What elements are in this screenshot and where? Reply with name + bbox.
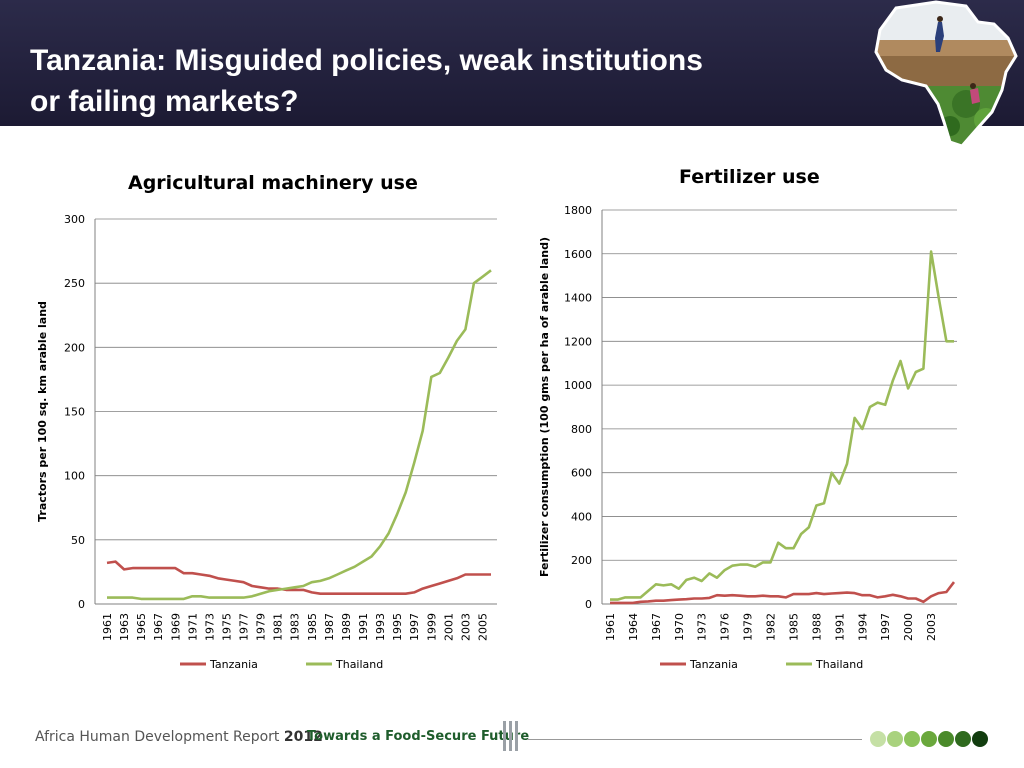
y-tick-label: 100 bbox=[64, 470, 85, 483]
farmer-figure-1 bbox=[935, 22, 944, 52]
x-tick-label: 1985 bbox=[787, 613, 800, 641]
y-tick-label: 1000 bbox=[564, 379, 592, 392]
series-line-tanzania bbox=[106, 560, 491, 596]
x-tick-label: 2005 bbox=[476, 613, 489, 641]
x-tick-label: 1963 bbox=[118, 613, 131, 641]
footer-dot bbox=[887, 731, 903, 747]
y-tick-label: 150 bbox=[64, 406, 85, 419]
y-tick-label: 0 bbox=[585, 598, 592, 611]
footer-dot bbox=[870, 731, 886, 747]
x-tick-label: 1981 bbox=[272, 613, 285, 641]
y-tick-label: 200 bbox=[64, 341, 85, 354]
footer-rule bbox=[527, 739, 862, 740]
slide-title-line-1: Tanzania: Misguided policies, weak insti… bbox=[30, 44, 703, 77]
x-tick-label: 2003 bbox=[925, 613, 938, 641]
x-tick-label: 1991 bbox=[833, 613, 846, 641]
slide-title: Tanzania: Misguided policies, weak insti… bbox=[30, 40, 850, 122]
x-tick-label: 2003 bbox=[459, 613, 472, 641]
x-tick-label: 1994 bbox=[856, 613, 869, 641]
footer-dot bbox=[904, 731, 920, 747]
machinery-chart: 0 50 100 150 200 250 300 1961 1963 1965 1967 1969 19… bbox=[36, 213, 497, 671]
legend-label: Tanzania bbox=[209, 658, 258, 671]
legend-label: Thailand bbox=[815, 658, 863, 671]
africa-map-logo bbox=[874, 0, 1018, 148]
x-tick-label: 1961 bbox=[604, 613, 617, 641]
x-tick-label: 1977 bbox=[238, 613, 251, 641]
x-tick-label: 1964 bbox=[627, 613, 640, 641]
x-tick-label: 2000 bbox=[902, 613, 915, 641]
series-line-thailand bbox=[107, 269, 492, 601]
series-line-tanzania bbox=[610, 581, 956, 605]
x-tick-label: 1991 bbox=[357, 613, 370, 641]
fertilizer-chart-title: Fertilizer use bbox=[679, 166, 820, 188]
x-tick-label: 1969 bbox=[169, 613, 182, 641]
y-tick-label: 0 bbox=[78, 598, 85, 611]
footer-dot bbox=[921, 731, 937, 747]
x-tick-label: 1976 bbox=[719, 613, 732, 641]
x-tick-label: 1979 bbox=[742, 613, 755, 641]
report-year: 2012 bbox=[283, 729, 323, 745]
series-line-thailand bbox=[610, 250, 954, 601]
y-tick-label: 250 bbox=[64, 277, 85, 290]
farmer-figure-2 bbox=[970, 88, 980, 104]
x-tick-label: 1993 bbox=[374, 613, 387, 641]
x-tick-label: 2001 bbox=[442, 613, 455, 641]
y-tick-label: 1400 bbox=[564, 292, 592, 305]
legend-label: Thailand bbox=[335, 658, 383, 671]
report-name: Africa Human Development Report 2012 bbox=[35, 729, 323, 745]
report-title: Africa Human Development Report bbox=[35, 729, 280, 745]
title-banner: Tanzania: Misguided policies, weak insti… bbox=[0, 0, 1024, 126]
x-tick-label: 1967 bbox=[152, 613, 165, 641]
x-tick-label: 1997 bbox=[879, 613, 892, 641]
y-tick-label: 1800 bbox=[564, 204, 592, 217]
x-tick-label: 1989 bbox=[340, 613, 353, 641]
x-tick-label: 1982 bbox=[765, 613, 778, 641]
y-tick-label: 1200 bbox=[564, 335, 592, 348]
y-tick-label: 400 bbox=[571, 510, 592, 523]
x-tick-label: 1997 bbox=[408, 613, 421, 641]
x-tick-label: 1987 bbox=[323, 613, 336, 641]
x-tick-label: 1965 bbox=[135, 613, 148, 641]
y-tick-label: 200 bbox=[571, 554, 592, 567]
x-tick-label: 1995 bbox=[391, 613, 404, 641]
x-tick-label: 1970 bbox=[673, 613, 686, 641]
report-tagline: Towards a Food-Secure Future bbox=[307, 729, 530, 744]
y-tick-label: 1600 bbox=[564, 248, 592, 261]
x-tick-label: 1979 bbox=[255, 613, 268, 641]
y-axis-label: Fertilizer consumption (100 gms per ha o… bbox=[538, 237, 551, 577]
y-tick-label: 300 bbox=[64, 213, 85, 226]
x-tick-label: 1988 bbox=[810, 613, 823, 641]
footer-dot bbox=[955, 731, 971, 747]
x-tick-label: 1973 bbox=[696, 613, 709, 641]
fertilizer-chart: 0 200 400 600 800 1000 1200 1400 1600 1800 1961 196… bbox=[538, 204, 957, 671]
footer-dot-strip bbox=[870, 731, 989, 747]
footer-dot bbox=[972, 731, 988, 747]
y-tick-label: 800 bbox=[571, 423, 592, 436]
x-tick-label: 1961 bbox=[101, 613, 114, 641]
slide-title-line-2: or failing markets? bbox=[30, 85, 299, 118]
y-tick-label: 50 bbox=[71, 534, 85, 547]
machinery-chart-title: Agricultural machinery use bbox=[128, 172, 418, 194]
x-tick-label: 1985 bbox=[306, 613, 319, 641]
x-tick-label: 1967 bbox=[650, 613, 663, 641]
x-tick-label: 1975 bbox=[220, 613, 233, 641]
legend-label: Tanzania bbox=[689, 658, 738, 671]
y-axis-label: Tractors per 100 sq. km arable land bbox=[36, 301, 49, 522]
x-tick-label: 1971 bbox=[186, 613, 199, 641]
x-tick-label: 1999 bbox=[425, 613, 438, 641]
footer-divider-bars bbox=[503, 721, 521, 751]
footer-dot bbox=[938, 731, 954, 747]
y-tick-label: 600 bbox=[571, 467, 592, 480]
x-tick-label: 1973 bbox=[203, 613, 216, 641]
x-tick-label: 1983 bbox=[289, 613, 302, 641]
